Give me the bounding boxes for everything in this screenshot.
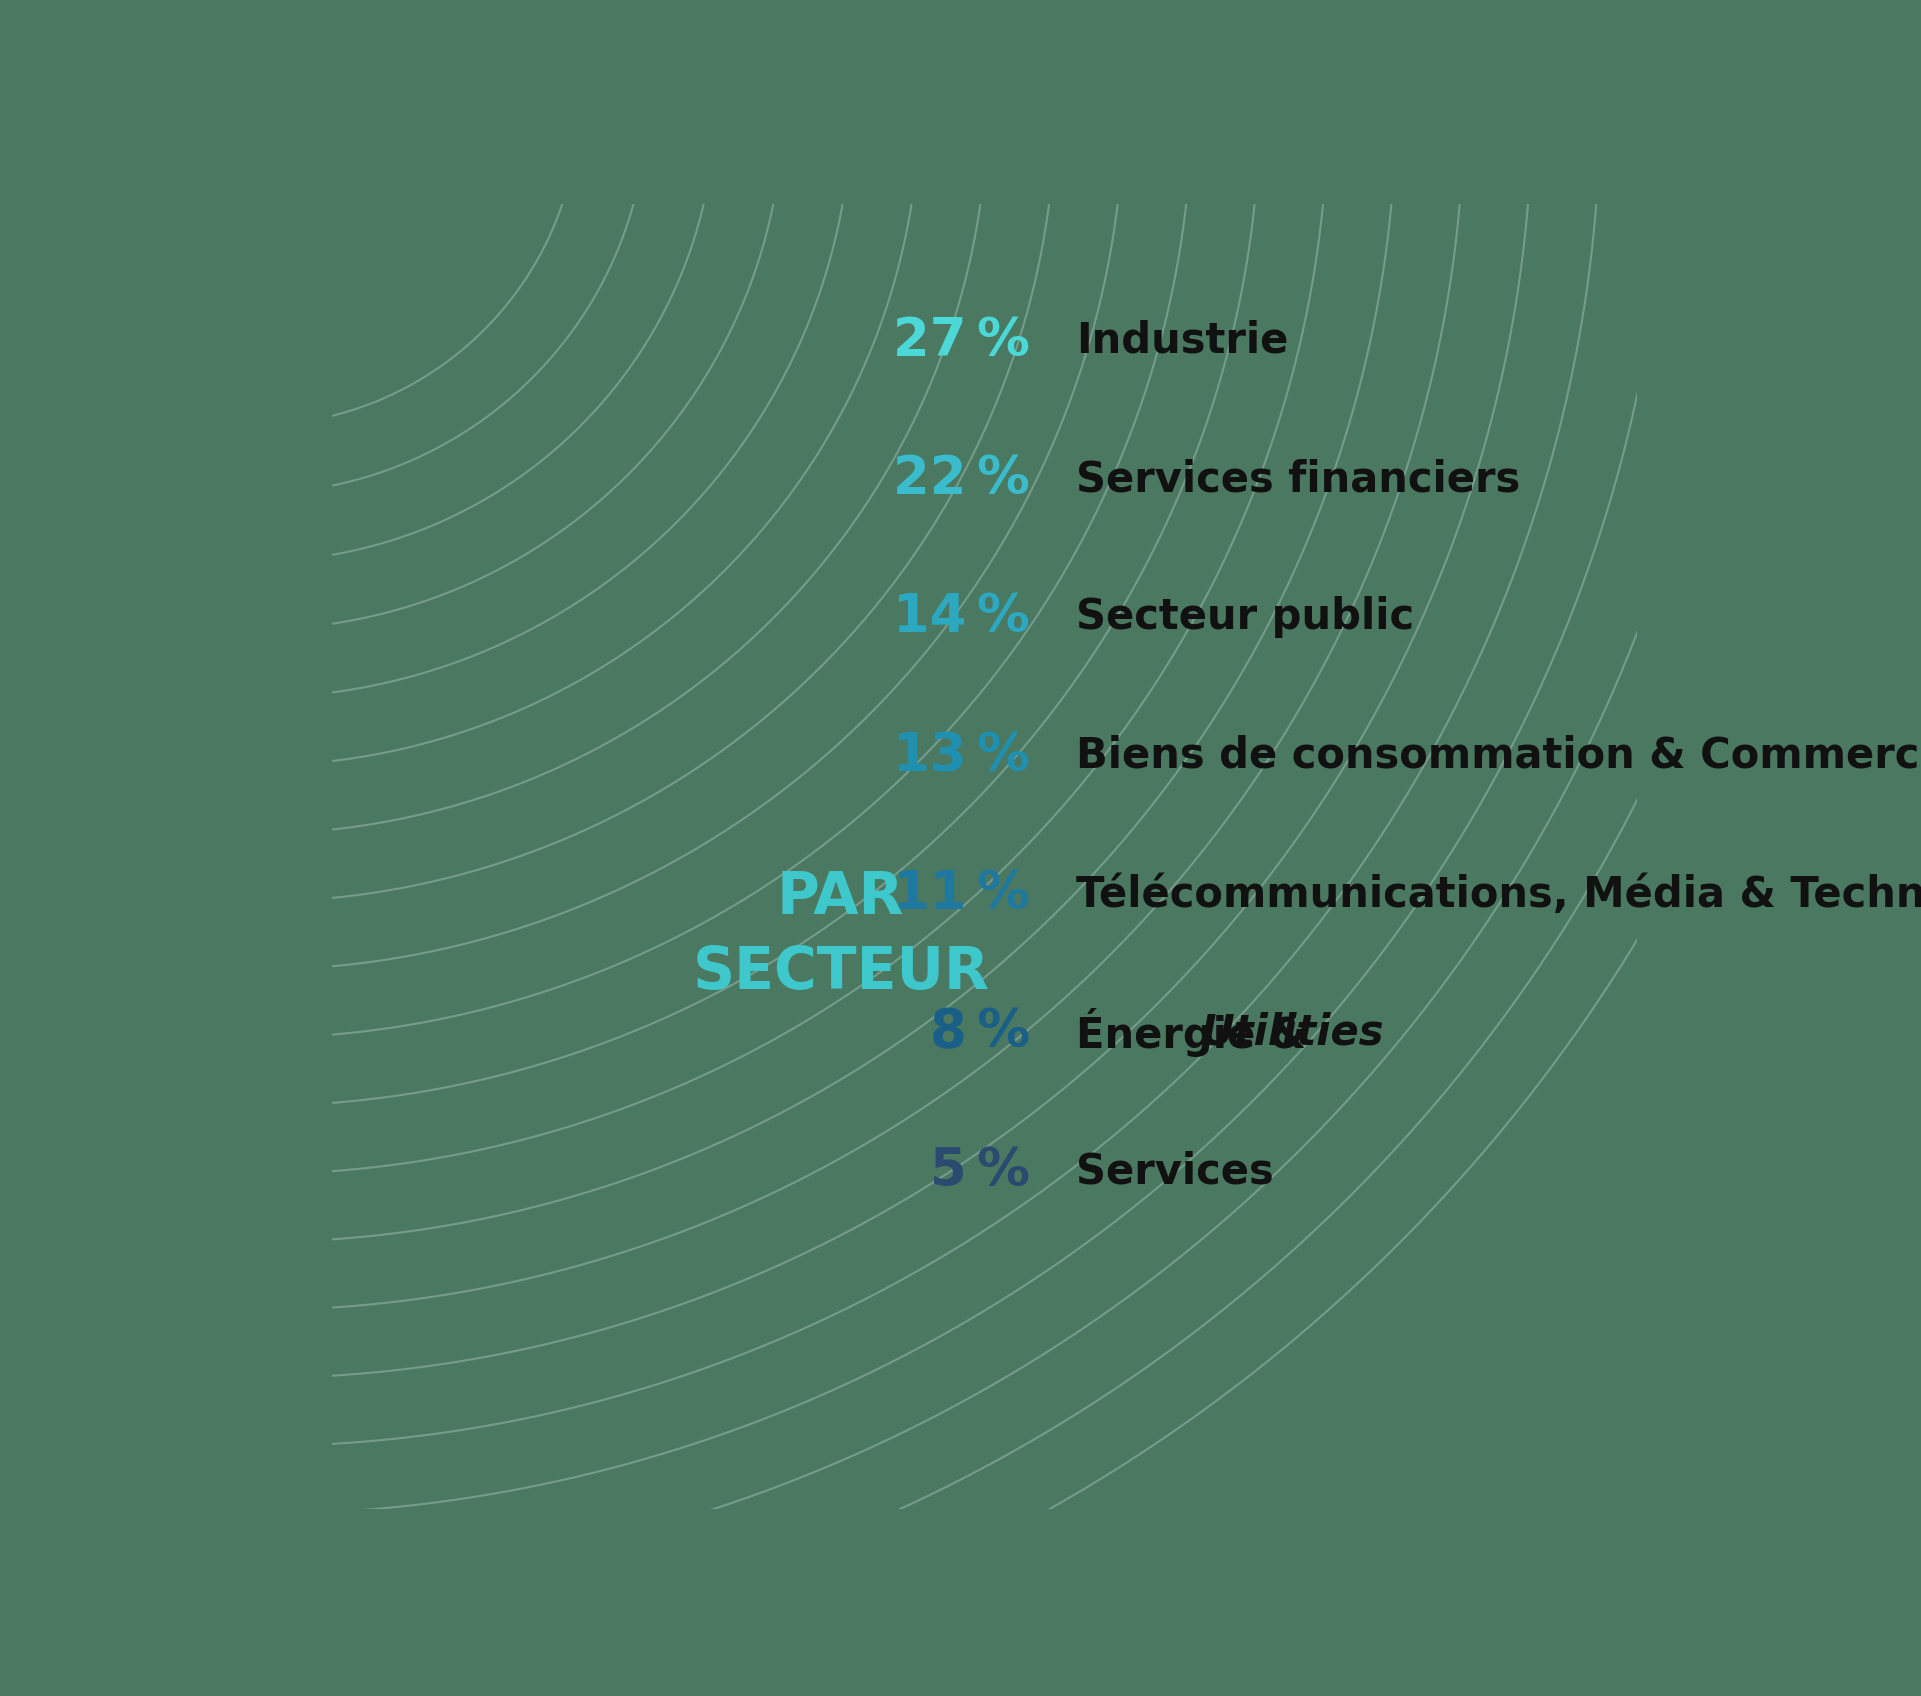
Text: Industrie: Industrie (1076, 319, 1289, 361)
Text: 8 %: 8 % (930, 1007, 1030, 1058)
Text: 5 %: 5 % (930, 1145, 1030, 1197)
Text: Secteur public: Secteur public (1076, 597, 1414, 638)
Text: Énergie &: Énergie & (1076, 1009, 1320, 1057)
Text: 22 %: 22 % (893, 453, 1030, 505)
Text: 13 %: 13 % (893, 729, 1030, 782)
Text: Biens de consommation & Commerce: Biens de consommation & Commerce (1076, 734, 1921, 777)
Text: 27 %: 27 % (893, 315, 1030, 366)
Text: Services financiers: Services financiers (1076, 458, 1520, 500)
Text: 11 %: 11 % (893, 868, 1030, 921)
Text: Services: Services (1076, 1150, 1274, 1192)
Text: Utilities: Utilities (1201, 1013, 1383, 1053)
Text: 14 %: 14 % (893, 592, 1030, 643)
Text: Télécommunications, Média & Technologie: Télécommunications, Média & Technologie (1076, 873, 1921, 916)
Text: PAR
SECTEUR: PAR SECTEUR (692, 868, 989, 1001)
